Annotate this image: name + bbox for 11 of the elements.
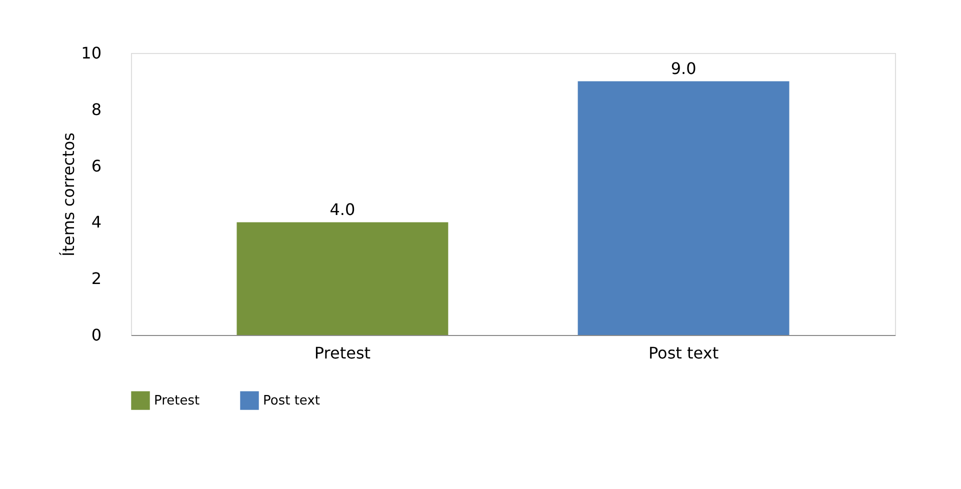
data-label: 4.0 — [330, 200, 356, 220]
y-axis-title: Ítems correctos — [59, 132, 78, 256]
y-tick-label: 6 — [91, 156, 102, 176]
y-tick-label: 0 — [91, 326, 102, 344]
y-tick-label: 8 — [91, 100, 102, 119]
y-tick-label: 10 — [81, 44, 102, 62]
y-tick-label: 4 — [91, 212, 102, 232]
legend-label: Pretest — [154, 394, 200, 409]
y-tick-label: 2 — [91, 269, 102, 288]
data-label: 9.0 — [670, 59, 696, 78]
legend-label: Post text — [263, 394, 320, 409]
